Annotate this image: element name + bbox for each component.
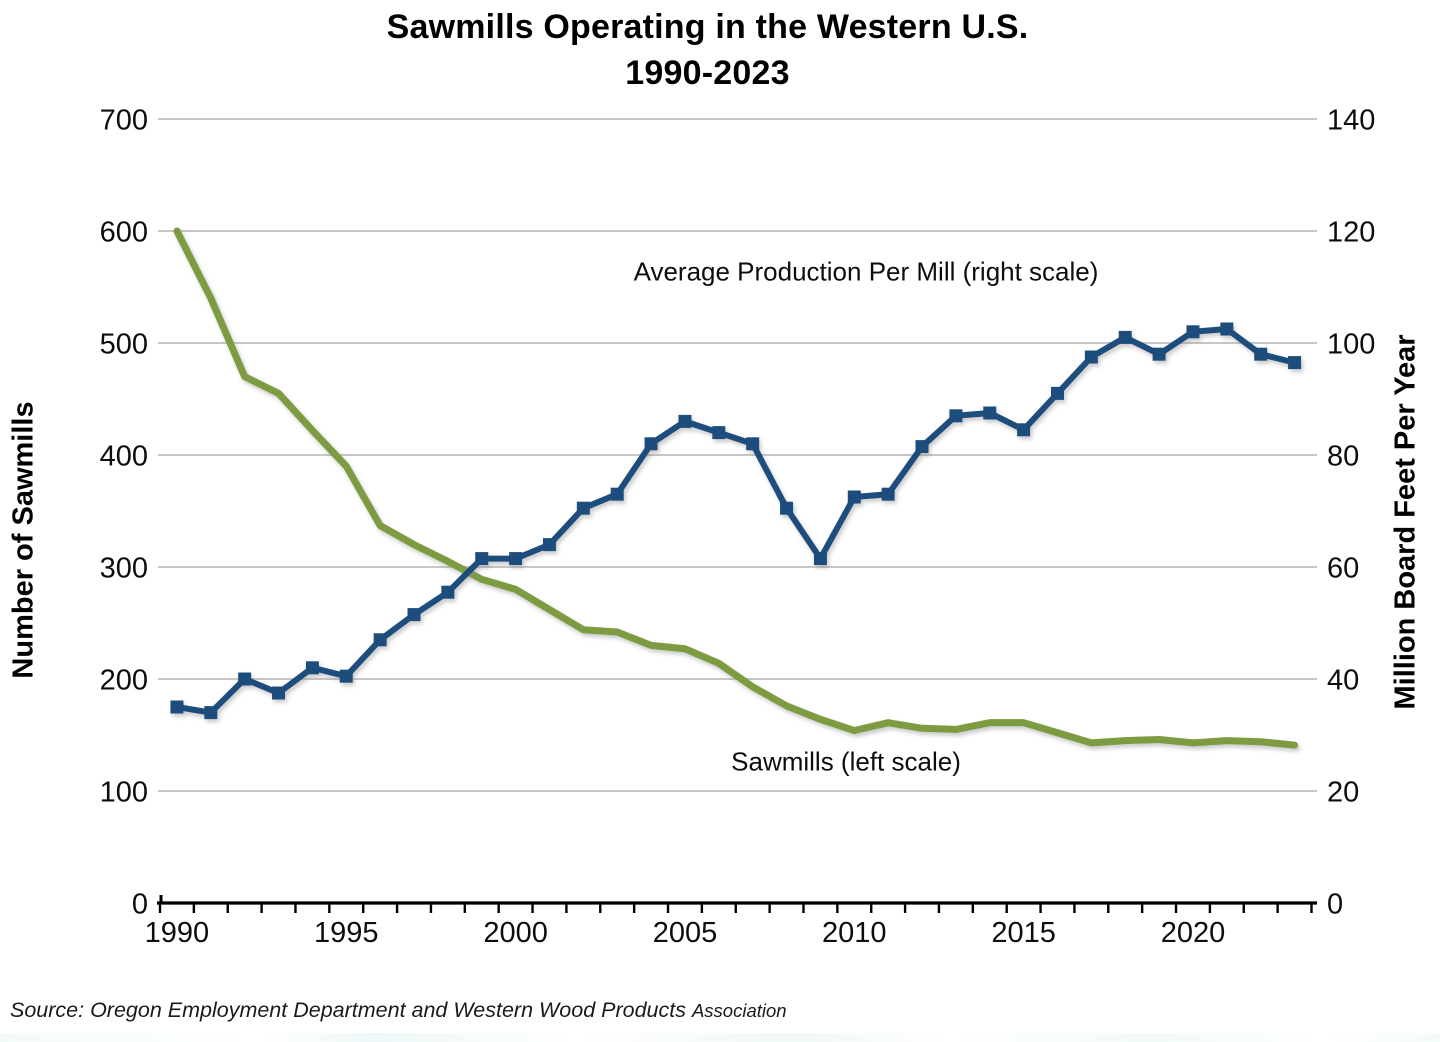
right-axis-tick-label-80: 80	[1327, 440, 1359, 472]
left-axis-tick-label-600: 600	[100, 216, 148, 248]
production-marker-1998	[441, 585, 455, 599]
x-axis-tick-label-2000: 2000	[483, 917, 548, 949]
left-axis-tick-label-100: 100	[100, 776, 148, 808]
production-marker-2018	[1118, 330, 1132, 344]
production-marker-2016	[1050, 386, 1064, 400]
left-axis-tick-label-300: 300	[100, 552, 148, 584]
right-axis-tick-label-100: 100	[1327, 328, 1375, 360]
x-axis-tick-label-1990: 1990	[145, 917, 210, 949]
production-series-label: Average Production Per Mill (right scale…	[633, 256, 1099, 287]
production-marker-1996	[373, 633, 387, 647]
production-marker-2022	[1254, 347, 1268, 361]
right-axis-tick-label-140: 140	[1327, 104, 1375, 136]
source-text-suffix: Association	[691, 1000, 787, 1021]
production-marker-1999	[475, 552, 489, 566]
source-attribution: Source: Oregon Employment Department and…	[10, 998, 787, 1023]
production-marker-2021	[1220, 322, 1234, 336]
sawmills-series-label: Sawmills (left scale)	[731, 746, 961, 777]
production-marker-2017	[1084, 350, 1098, 364]
right-axis-tick-label-120: 120	[1327, 216, 1375, 248]
production-marker-2010	[847, 490, 861, 504]
x-axis-tick-label-2010: 2010	[822, 917, 887, 949]
production-marker-1993	[272, 686, 286, 700]
cropped-bottom-strip	[0, 1033, 1440, 1042]
production-marker-2005	[678, 414, 692, 428]
production-marker-2003	[610, 487, 624, 501]
data-series	[170, 227, 1302, 749]
production-marker-2020	[1186, 325, 1200, 339]
right-axis-title: Million Board Feet Per Year	[1389, 334, 1422, 710]
production-marker-1995	[339, 669, 353, 683]
production-marker-2008	[780, 501, 794, 515]
sawmills-line	[173, 227, 1299, 749]
production-marker-2006	[712, 426, 726, 440]
production-marker-2002	[576, 501, 590, 515]
production-marker-2011	[881, 487, 895, 501]
production-marker-1997	[407, 608, 421, 622]
production-marker-1994	[305, 661, 319, 675]
production-marker-2000	[509, 552, 523, 566]
axes	[157, 895, 1317, 913]
production-marker-1990	[170, 700, 184, 714]
source-text: Source: Oregon Employment Department and…	[10, 998, 692, 1022]
production-marker-2004	[644, 437, 658, 451]
production-marker-1991	[204, 706, 218, 720]
axis-tick-labels: 0 100 200 300 400 500 600 700 0 20 40 60 80 100 120 140…	[100, 104, 1376, 949]
x-axis-tick-label-2020: 2020	[1161, 917, 1226, 949]
production-marker-2009	[813, 552, 827, 566]
production-marker-2007	[746, 437, 760, 451]
chart-title-line2: 1990-2023	[625, 54, 790, 92]
right-axis-tick-label-0: 0	[1327, 888, 1343, 920]
gridlines	[158, 118, 1317, 792]
x-axis-tick-label-1995: 1995	[314, 917, 379, 949]
x-axis-tick-label-2005: 2005	[653, 917, 718, 949]
production-series-group	[170, 322, 1302, 720]
production-marker-2001	[542, 538, 556, 552]
production-marker-2014	[983, 406, 997, 420]
left-axis-tick-label-700: 700	[100, 104, 148, 136]
production-marker-2023	[1288, 356, 1302, 370]
left-axis-tick-label-200: 200	[100, 664, 148, 696]
left-axis-tick-label-400: 400	[100, 440, 148, 472]
right-axis-tick-label-60: 60	[1327, 552, 1359, 584]
left-axis-tick-label-0: 0	[132, 888, 148, 920]
x-axis-tick-label-2015: 2015	[991, 917, 1056, 949]
chart-title: Sawmills Operating in the Western U.S. 1…	[0, 4, 1415, 96]
production-marker-1992	[238, 672, 252, 686]
production-marker-2012	[915, 440, 929, 454]
left-axis-title: Number of Sawmills	[7, 401, 40, 679]
right-axis-tick-label-20: 20	[1327, 776, 1359, 808]
production-marker-2015	[1017, 423, 1031, 437]
production-marker-2019	[1152, 347, 1166, 361]
production-marker-2013	[949, 409, 963, 423]
right-axis-tick-label-40: 40	[1327, 664, 1359, 696]
production-line	[173, 326, 1298, 716]
left-axis-tick-label-500: 500	[100, 328, 148, 360]
chart-title-line1: Sawmills Operating in the Western U.S.	[386, 8, 1029, 46]
